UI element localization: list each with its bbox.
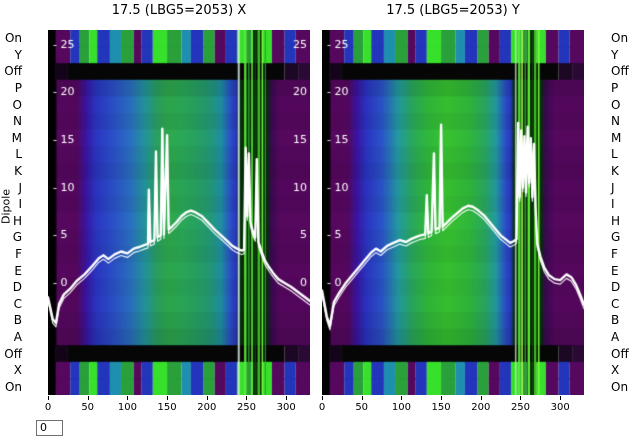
x-tick-label: 100 <box>117 402 137 413</box>
heatmap-panel-x <box>48 30 310 395</box>
x-tick-label: 150 <box>431 402 451 413</box>
row-label-right: G <box>611 230 621 245</box>
row-label-left: J <box>18 180 22 195</box>
x-tick-label: 250 <box>236 402 257 413</box>
row-label-left: Y <box>14 47 22 62</box>
row-label-left: M <box>11 130 22 145</box>
row-label-left: Off <box>4 346 22 361</box>
row-label-right: H <box>611 213 621 228</box>
x-tick-mark <box>87 396 89 400</box>
row-label-left: E <box>14 263 22 278</box>
row-label-left: B <box>13 313 22 328</box>
x-tick-mark <box>167 396 169 400</box>
row-label-right: On <box>611 379 629 394</box>
row-label-left: I <box>18 197 22 212</box>
row-label-left: G <box>12 230 22 245</box>
row-label-left: O <box>12 97 22 112</box>
row-label-left: F <box>15 246 22 261</box>
row-label-left: A <box>13 329 22 344</box>
row-label-right: On <box>611 31 629 46</box>
row-label-left: K <box>14 164 22 179</box>
frame-entry[interactable]: 0 <box>36 420 63 436</box>
row-label-right: D <box>611 280 621 295</box>
row-label-right: Y <box>611 47 619 62</box>
x-tick-label: 50 <box>81 402 95 413</box>
row-label-left: H <box>12 213 22 228</box>
row-label-right: Off <box>611 64 629 79</box>
x-tick-mark <box>560 396 562 400</box>
row-label-right: N <box>611 114 620 129</box>
row-label-left: On <box>4 379 22 394</box>
row-label-left: N <box>13 114 22 129</box>
x-tick-label: 0 <box>318 402 326 413</box>
row-label-right: L <box>611 147 618 162</box>
row-label-right: M <box>611 130 622 145</box>
row-label-left: D <box>12 280 22 295</box>
row-label-right: P <box>611 81 619 96</box>
row-label-left: C <box>13 296 22 311</box>
x-tick-label: 50 <box>355 402 369 413</box>
x-tick-mark <box>322 396 323 400</box>
x-tick-mark <box>206 396 208 400</box>
x-tick-mark <box>246 396 248 400</box>
panel-y-title: 17.5 (LBG5=2053) Y <box>386 3 520 18</box>
x-tick-mark <box>361 396 363 400</box>
row-label-right: B <box>611 313 620 328</box>
row-label-left: P <box>14 81 22 96</box>
x-tick-mark <box>286 396 288 400</box>
x-tick-mark <box>48 396 49 400</box>
x-tick-label: 250 <box>510 402 531 413</box>
x-tick-label: 300 <box>550 402 570 413</box>
frame-entry-value: 0 <box>40 421 47 434</box>
row-label-right: K <box>611 164 619 179</box>
panel-x-title: 17.5 (LBG5=2053) X <box>111 3 247 18</box>
x-tick-label: 200 <box>471 402 491 413</box>
row-label-right: O <box>611 97 621 112</box>
x-tick-mark <box>480 396 482 400</box>
x-tick-label: 200 <box>197 402 217 413</box>
x-tick-label: 0 <box>44 402 52 413</box>
row-label-left: Off <box>4 64 22 79</box>
x-tick-label: 150 <box>157 402 177 413</box>
x-tick-mark <box>401 396 403 400</box>
row-label-right: C <box>611 296 620 311</box>
row-label-left: On <box>4 31 22 46</box>
row-label-right: I <box>611 197 615 212</box>
x-tick-mark <box>441 396 443 400</box>
heatmap-panel-y <box>322 30 584 395</box>
row-label-right: X <box>611 363 620 378</box>
x-tick-mark <box>520 396 522 400</box>
x-tick-mark <box>127 396 129 400</box>
x-tick-label: 300 <box>276 402 296 413</box>
x-tick-label: 100 <box>391 402 411 413</box>
row-label-left: X <box>13 363 22 378</box>
row-label-right: F <box>611 246 618 261</box>
row-label-right: J <box>611 180 615 195</box>
row-label-left: L <box>15 147 22 162</box>
row-label-right: E <box>611 263 619 278</box>
row-label-right: Off <box>611 346 629 361</box>
row-label-right: A <box>611 329 620 344</box>
